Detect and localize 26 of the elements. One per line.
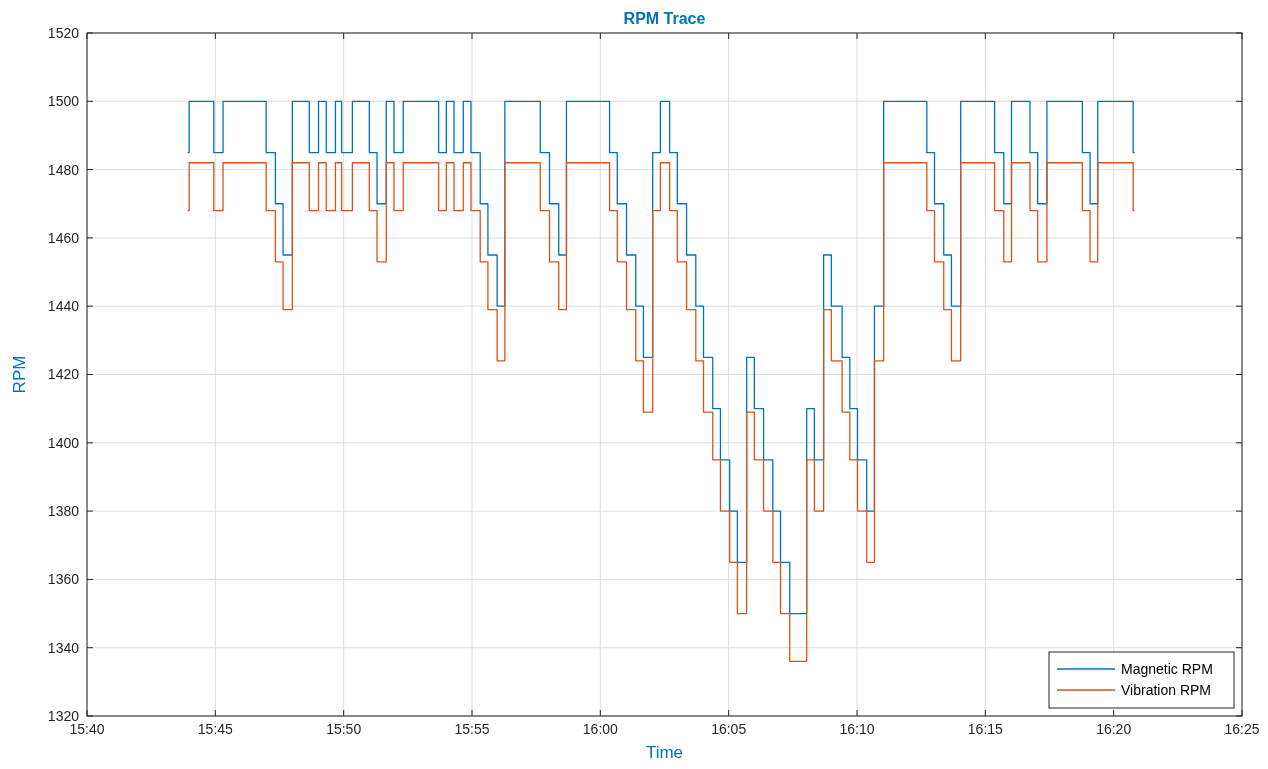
x-tick-label: 15:45: [197, 721, 234, 737]
legend-label: Magnetic RPM: [1121, 660, 1213, 677]
y-tick-label: 1420: [47, 366, 80, 383]
y-axis-title: RPM: [10, 355, 29, 394]
chart-title: RPM Trace: [623, 10, 706, 27]
x-tick-label: 15:40: [69, 721, 105, 737]
x-tick-label: 15:50: [326, 721, 362, 737]
x-tick-label: 16:05: [711, 721, 747, 737]
y-tick-label: 1320: [47, 707, 80, 724]
x-tick-label: 16:25: [1224, 721, 1260, 737]
y-tick-label: 1440: [47, 298, 80, 315]
y-tick-label: 1400: [47, 434, 80, 451]
y-tick-label: 1480: [47, 161, 80, 178]
x-axis-title: Time: [645, 743, 684, 762]
x-tick-label: 16:15: [967, 721, 1004, 737]
y-tick-label: 1500: [47, 93, 80, 110]
x-tick-label: 16:10: [839, 721, 875, 737]
y-tick-label: 1340: [47, 639, 80, 656]
x-tick-label: 16:20: [1096, 721, 1132, 737]
y-tick-label: 1520: [47, 24, 80, 41]
x-tick-label: 16:00: [582, 721, 619, 737]
legend-label: Vibration RPM: [1121, 681, 1212, 698]
y-tick-label: 1380: [47, 503, 80, 519]
y-tick-label: 1460: [47, 229, 80, 246]
y-tick-label: 1360: [47, 571, 80, 588]
x-tick-label: 15:55: [454, 721, 490, 737]
